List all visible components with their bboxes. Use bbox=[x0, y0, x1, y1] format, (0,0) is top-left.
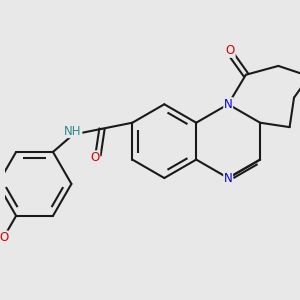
Text: N: N bbox=[224, 98, 233, 111]
Text: O: O bbox=[0, 231, 8, 244]
Text: N: N bbox=[224, 172, 233, 184]
Text: NH: NH bbox=[64, 124, 82, 137]
Text: O: O bbox=[226, 44, 235, 57]
Text: O: O bbox=[91, 151, 100, 164]
